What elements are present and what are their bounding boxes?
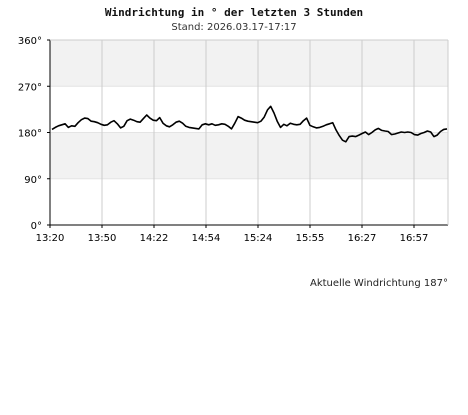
x-tick-label: 16:27 <box>348 233 377 244</box>
y-tick-label: 180° <box>18 129 42 140</box>
x-tick-label: 13:20 <box>36 233 65 244</box>
plot-band <box>50 178 448 225</box>
y-tick-label: 90° <box>24 175 42 186</box>
x-tick-label: 15:55 <box>296 233 325 244</box>
wind-direction-series-line <box>51 105 448 143</box>
x-tick-label: 14:54 <box>192 233 221 244</box>
x-tick-label: 13:50 <box>88 233 117 244</box>
y-tick-label: 360° <box>18 36 42 47</box>
wind-direction-chart: 0° 90° 180° 270° 360° 13:20 13:50 14:22 14:54 15… <box>18 36 449 244</box>
x-tick-label: 15:24 <box>244 233 273 244</box>
chart-title: Windrichtung in ° der letzten 3 Stunden <box>104 6 364 19</box>
plot-band <box>50 132 448 179</box>
y-tick-label: 270° <box>18 82 42 93</box>
current-wind-direction: Aktuelle Windrichtung 187° <box>310 278 448 289</box>
x-tick-label: 16:57 <box>400 233 429 244</box>
chart-subtitle: Stand: 2026.03.17-17:17 <box>171 22 297 33</box>
plot-band <box>50 86 448 133</box>
plot-band <box>50 40 448 87</box>
y-tick-label: 0° <box>31 221 42 232</box>
x-tick-label: 14:22 <box>140 233 169 244</box>
